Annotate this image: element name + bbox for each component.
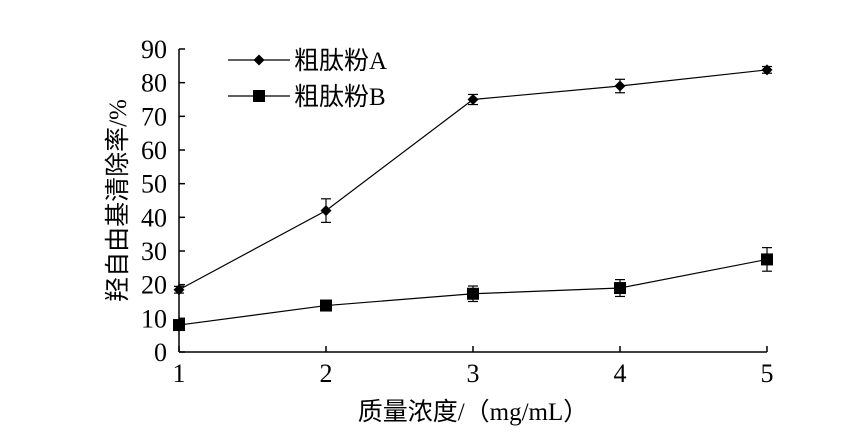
x-tick-label: 1 [173,359,186,388]
x-tick-label: 2 [320,359,333,388]
y-tick-label: 10 [141,304,167,333]
x-tick-label: 5 [761,359,774,388]
marker-square [320,299,332,312]
legend-label: 粗肽粉A [294,47,387,75]
marker-square [253,90,265,102]
y-tick-label: 60 [141,136,167,165]
series-1 [173,64,773,296]
y-tick-label: 90 [141,35,167,64]
marker-diamond [253,54,265,66]
marker-diamond [761,64,773,76]
marker-diamond [173,284,185,296]
y-tick-label: 0 [154,338,167,367]
marker-diamond [320,205,332,217]
y-tick-label: 40 [141,203,167,232]
marker-square [614,282,626,295]
legend-label: 粗肽粉B [294,83,386,111]
y-tick-label: 30 [141,237,167,266]
series-2 [173,247,773,332]
x-tick-label: 3 [467,359,480,388]
y-tick-label: 70 [141,102,167,131]
y-tick-label: 80 [141,69,167,98]
x-ticks: 1 2 3 4 5 [173,346,774,388]
x-axis-title: 质量浓度/（mg/mL） [358,398,589,426]
legend-item: 粗肽粉A [228,47,387,75]
marker-square [173,319,185,332]
marker-diamond [614,80,626,92]
y-ticks: 0 10 20 30 40 50 60 70 80 90 [141,35,185,367]
y-tick-label: 50 [141,170,167,199]
y-tick-label: 20 [141,271,167,300]
legend-item: 粗肽粉B [228,83,386,111]
y-axis-title: 羟自由基清除率/% [104,99,132,302]
legend: 粗肽粉A 粗肽粉B [228,47,387,111]
marker-square [761,253,773,266]
series-layer [173,64,773,332]
marker-diamond [467,94,479,105]
marker-square [467,287,479,300]
x-tick-label: 4 [614,359,627,388]
